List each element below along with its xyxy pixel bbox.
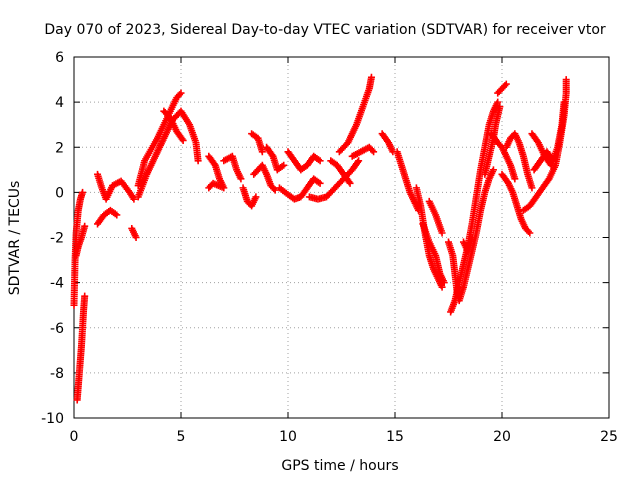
data-point xyxy=(194,157,202,165)
series-seg-i xyxy=(160,107,187,144)
series-seg-ab xyxy=(447,98,502,316)
data-point xyxy=(178,135,186,143)
series-seg-f xyxy=(128,224,140,241)
y-tick-label: -6 xyxy=(50,321,64,337)
data-point xyxy=(440,279,448,287)
x-axis-label: GPS time / hours xyxy=(281,458,398,474)
data-point xyxy=(560,98,568,106)
x-tick-label: 5 xyxy=(177,429,186,445)
data-point xyxy=(438,283,446,291)
data-point xyxy=(526,229,534,237)
data-point xyxy=(81,222,89,230)
series-seg-ah xyxy=(502,130,536,192)
series-seg-ae xyxy=(487,130,519,183)
data-point xyxy=(354,158,362,166)
data-point xyxy=(370,148,378,156)
tick-labels: 0 5 10 15 20 25 -10 -8 -6 -4 -2 0 2 4 6 xyxy=(41,50,618,445)
x-tick-label: 0 xyxy=(70,429,79,445)
y-tick-label: 2 xyxy=(55,140,64,156)
data-point xyxy=(562,76,570,84)
data-point xyxy=(271,186,279,194)
data-point xyxy=(237,175,245,183)
series-seg-n xyxy=(250,161,279,194)
series-seg-l xyxy=(239,184,260,210)
series-seg-e xyxy=(94,206,121,228)
x-tick-label: 20 xyxy=(493,429,511,445)
series-seg-s xyxy=(327,157,354,187)
y-tick-label: 4 xyxy=(55,95,64,111)
series-seg-p xyxy=(275,175,324,203)
data-points xyxy=(70,73,570,404)
data-point xyxy=(205,184,213,192)
series-seg-m xyxy=(248,130,266,156)
data-point xyxy=(468,234,476,241)
series-seg-k xyxy=(220,152,245,183)
series-seg-o xyxy=(263,143,288,174)
x-tick-label: 15 xyxy=(386,429,404,445)
data-point xyxy=(316,179,324,187)
series-seg-v xyxy=(378,130,397,156)
series-seg-y xyxy=(419,220,448,287)
data-point xyxy=(438,229,446,237)
series-seg-ag xyxy=(498,170,534,237)
y-tick-label: -8 xyxy=(50,366,64,382)
data-point xyxy=(81,292,89,300)
x-tick-label: 10 xyxy=(279,429,297,445)
series-seg-j xyxy=(205,152,228,192)
data-point xyxy=(113,211,121,219)
data-point xyxy=(501,82,509,90)
y-tick-label: -2 xyxy=(50,231,64,247)
data-point xyxy=(489,166,497,174)
series-seg-q xyxy=(284,148,324,174)
data-point xyxy=(494,98,502,106)
data-point xyxy=(176,91,184,99)
series-seg-z xyxy=(425,197,446,237)
grid-lines xyxy=(74,57,609,418)
data-point xyxy=(79,188,87,196)
y-tick-label: -4 xyxy=(50,276,64,292)
series-seg-af xyxy=(494,80,510,97)
data-point xyxy=(548,155,556,163)
y-tick-label: 6 xyxy=(55,50,64,66)
data-point xyxy=(528,184,536,192)
y-tick-label: 0 xyxy=(55,185,64,201)
data-point xyxy=(549,157,557,165)
series-seg-t xyxy=(335,73,375,156)
data-point xyxy=(177,89,185,97)
data-point xyxy=(252,193,260,201)
data-point xyxy=(130,195,138,203)
series-seg-ak xyxy=(530,148,557,174)
y-tick-label: -10 xyxy=(41,411,64,427)
series-seg-ac xyxy=(459,234,476,255)
data-point xyxy=(316,157,324,165)
y-axis-label: SDTVAR / TECUs xyxy=(7,181,23,296)
data-point xyxy=(132,234,140,241)
data-point xyxy=(367,73,375,81)
series-seg-d xyxy=(94,170,138,203)
data-point xyxy=(206,182,214,190)
data-point xyxy=(280,161,288,169)
data-point xyxy=(355,157,363,165)
series-seg-u xyxy=(348,143,378,160)
series-seg-aj xyxy=(528,98,568,169)
chart-title: Day 070 of 2023, Sidereal Day-to-day VTE… xyxy=(44,22,606,38)
data-point xyxy=(496,103,504,111)
data-point xyxy=(511,175,519,183)
data-point xyxy=(179,136,187,144)
series-seg-c xyxy=(73,292,89,404)
data-point xyxy=(502,80,510,88)
data-point xyxy=(368,146,376,154)
data-point xyxy=(345,178,353,186)
series-seg-b xyxy=(72,222,89,260)
data-point xyxy=(346,179,354,187)
data-point xyxy=(524,227,532,235)
data-point xyxy=(258,148,266,156)
x-tick-label: 25 xyxy=(600,429,618,445)
